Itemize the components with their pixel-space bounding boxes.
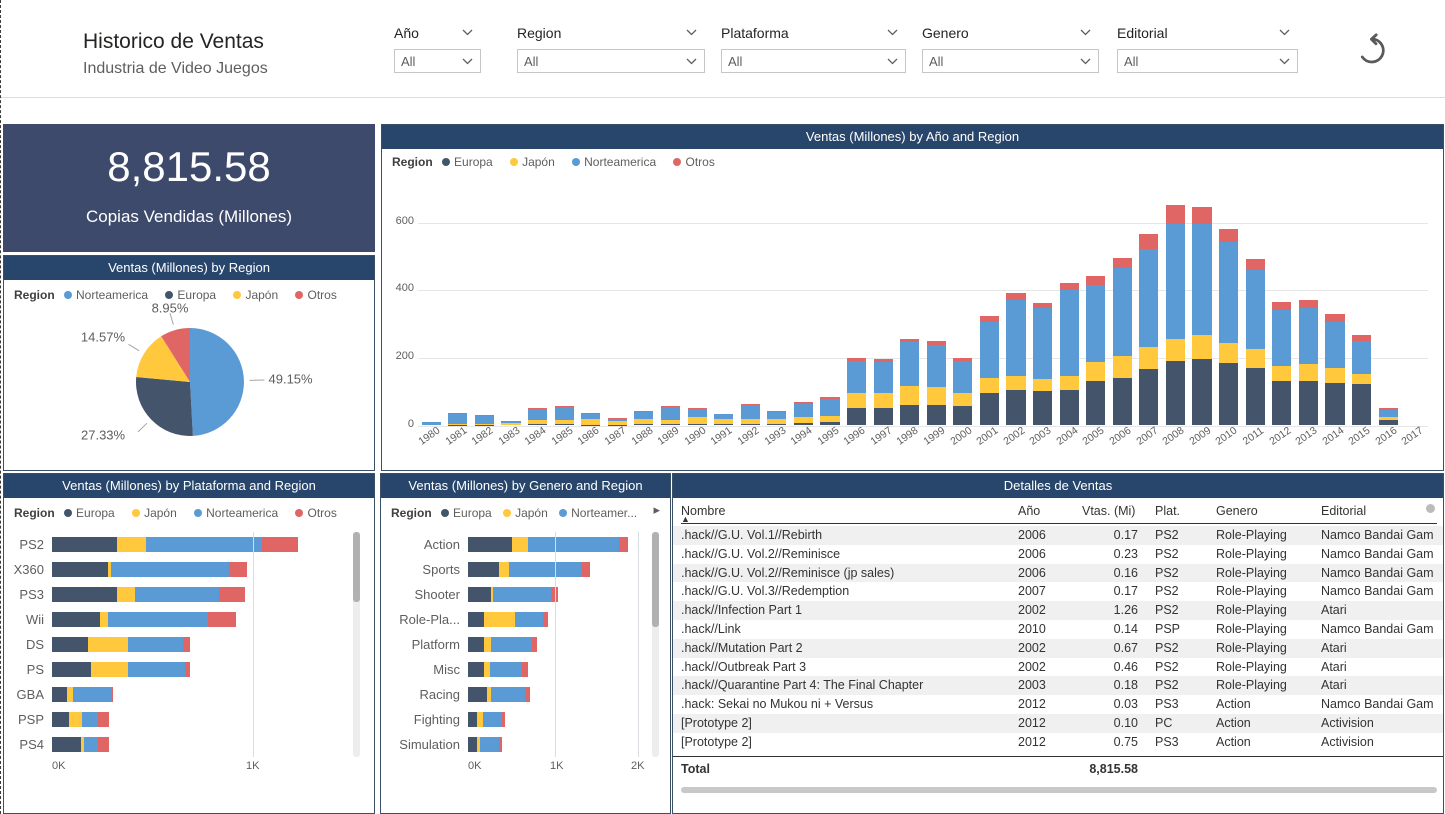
svg-text:49.15%: 49.15% — [269, 371, 314, 386]
svg-text:27.33%: 27.33% — [81, 427, 126, 442]
svg-text:14.57%: 14.57% — [81, 329, 126, 344]
svg-text:8.95%: 8.95% — [152, 300, 189, 315]
